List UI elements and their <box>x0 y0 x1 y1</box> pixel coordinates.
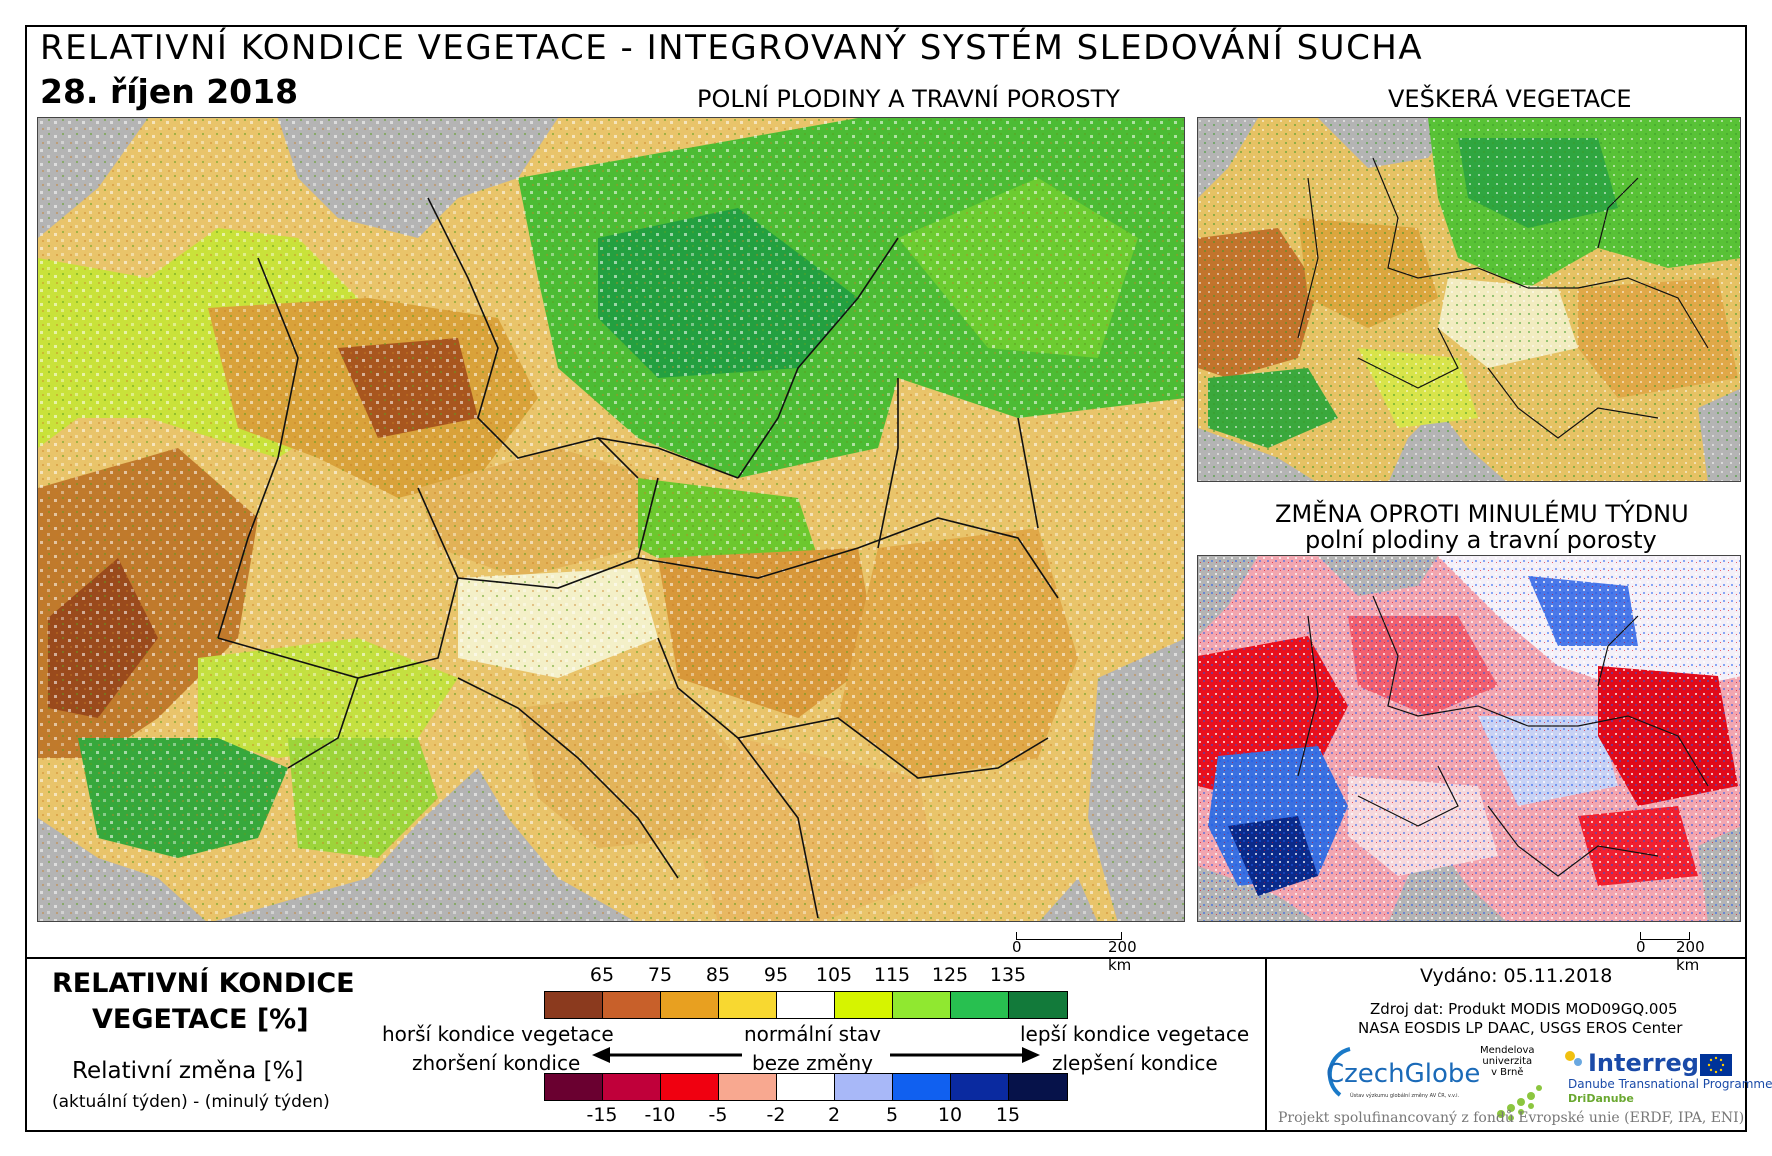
mendel-line3: v Brně <box>1491 1067 1524 1078</box>
all-vegetation-title: VEŠKERÁ VEGETACE <box>1388 85 1632 113</box>
change-color-scale <box>544 1073 1068 1101</box>
interreg-name: Interreg <box>1588 1049 1699 1077</box>
weekly-change-map-svg <box>1198 556 1740 921</box>
improvement-label: zlepšení kondice <box>1052 1051 1218 1075</box>
interreg-project: DriDanube <box>1568 1092 1634 1105</box>
change-swatch <box>603 1074 661 1100</box>
change-tick-label: -15 <box>586 1104 618 1126</box>
eu-funding-note: Projekt spolufinancovaný z fondů Evropsk… <box>1278 1110 1745 1126</box>
condition-tick-label: 105 <box>815 964 853 986</box>
condition-swatch <box>835 992 893 1018</box>
condition-swatch <box>719 992 777 1018</box>
change-swatch <box>719 1074 777 1100</box>
change-map-subtitle: polní plodiny a travní porosty <box>1305 526 1657 554</box>
change-tick-label: 10 <box>937 1104 963 1126</box>
mendel-line2: univerzita <box>1482 1056 1533 1067</box>
right-arrow-icon <box>890 1047 1040 1063</box>
change-swatch <box>951 1074 1009 1100</box>
change-swatch <box>1009 1074 1067 1100</box>
czechglobe-tagline: Ústav výzkumu globální změny AV ČR, v.v.… <box>1350 1093 1460 1099</box>
condition-swatch <box>603 992 661 1018</box>
report-date: 28. říjen 2018 <box>40 72 299 111</box>
change-swatch <box>835 1074 893 1100</box>
interreg-star-icon <box>1565 1051 1582 1066</box>
scale-start: 0 <box>1012 938 1022 956</box>
change-map-title: ZMĚNA OPROTI MINULÉMU TÝDNU <box>1275 500 1689 528</box>
condition-swatch <box>661 992 719 1018</box>
poster-title: RELATIVNÍ KONDICE VEGETACE - INTEGROVANÝ… <box>40 28 1424 68</box>
condition-tick-label: 65 <box>589 964 615 986</box>
mendel-line1: Mendelova <box>1480 1045 1535 1056</box>
change-legend-title: Relativní změna [%] <box>72 1058 304 1084</box>
change-swatch <box>777 1074 835 1100</box>
all-vegetation-map-svg <box>1198 118 1740 481</box>
legend-title-line1: RELATIVNÍ KONDICE <box>52 968 355 999</box>
worse-condition-label: horší kondice vegetace <box>382 1022 614 1046</box>
info-divider <box>1265 957 1267 1132</box>
inset-scale-start: 0 <box>1636 938 1646 956</box>
czechglobe-name: CzechGlobe <box>1326 1059 1481 1089</box>
poster-frame <box>25 25 1747 1132</box>
change-swatch <box>661 1074 719 1100</box>
worsening-label: zhoršení kondice <box>412 1051 581 1075</box>
legend-divider <box>25 957 1747 959</box>
condition-swatch <box>951 992 1009 1018</box>
change-tick-label: 2 <box>827 1104 841 1126</box>
change-legend-subtitle: (aktuální týden) - (minulý týden) <box>52 1092 330 1112</box>
legend-title-line2: VEGETACE [%] <box>92 1004 309 1035</box>
eu-flag-icon <box>1700 1054 1732 1076</box>
left-arrow-icon <box>592 1047 742 1063</box>
condition-swatch <box>777 992 835 1018</box>
no-change-label: beze změny <box>752 1051 873 1075</box>
mendel-university-text: Mendelova univerzita v Brně <box>1480 1045 1535 1078</box>
scale-end: 200 km <box>1108 938 1137 974</box>
data-source-line1: Zdroj dat: Produkt MODIS MOD09GQ.005 <box>1370 1000 1678 1018</box>
condition-color-scale <box>544 991 1068 1019</box>
condition-tick-label: 115 <box>873 964 911 986</box>
change-tick-label: 15 <box>995 1104 1021 1126</box>
interreg-program: Danube Transnational Programme <box>1568 1077 1772 1091</box>
condition-tick-label: 85 <box>705 964 731 986</box>
main-vegetation-map <box>37 117 1185 922</box>
weekly-change-map <box>1197 555 1741 922</box>
change-tick-label: 5 <box>885 1104 899 1126</box>
condition-tick-label: 125 <box>931 964 969 986</box>
condition-swatch <box>545 992 603 1018</box>
change-tick-label: -5 <box>708 1104 728 1126</box>
mendel-university-logo-icon <box>1497 1085 1542 1121</box>
change-swatch <box>545 1074 603 1100</box>
inset-scale-end: 200 km <box>1676 938 1705 974</box>
all-vegetation-map <box>1197 117 1741 482</box>
condition-tick-label: 135 <box>989 964 1027 986</box>
change-tick-label: -10 <box>644 1104 676 1126</box>
czechglobe-arc-icon <box>1327 1047 1351 1097</box>
condition-tick-label: 95 <box>763 964 789 986</box>
issued-date: Vydáno: 05.11.2018 <box>1420 965 1613 987</box>
data-source-line2: NASA EOSDIS LP DAAC, USGS EROS Center <box>1358 1019 1683 1037</box>
main-map-svg <box>38 118 1184 921</box>
main-map-title: POLNÍ PLODINY A TRAVNÍ POROSTY <box>697 85 1120 113</box>
condition-swatch <box>893 992 951 1018</box>
better-condition-label: lepší kondice vegetace <box>1020 1022 1250 1046</box>
condition-tick-label: 75 <box>647 964 673 986</box>
normal-state-label: normální stav <box>744 1022 882 1046</box>
change-tick-label: -2 <box>766 1104 786 1126</box>
condition-swatch <box>1009 992 1067 1018</box>
change-swatch <box>893 1074 951 1100</box>
